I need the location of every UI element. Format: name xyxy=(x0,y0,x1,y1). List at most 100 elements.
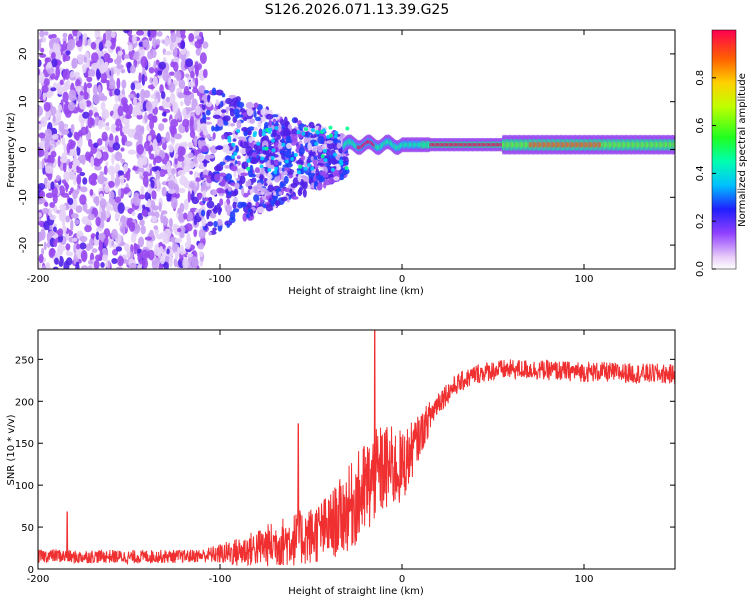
heatmap-blob xyxy=(149,144,153,152)
heatmap-blob xyxy=(120,147,125,152)
heatmap-blob xyxy=(86,82,93,89)
heatmap-blob xyxy=(233,151,238,156)
heatmap-blob xyxy=(195,77,199,87)
heatmap-blob xyxy=(245,101,254,109)
heatmap-blob xyxy=(173,61,179,72)
heatmap-blob xyxy=(38,132,46,139)
heatmap-blob xyxy=(265,203,273,212)
heatmap-blob xyxy=(99,198,107,209)
heatmap-blob xyxy=(80,250,88,262)
heatmap-blob xyxy=(198,31,204,38)
heatmap-blob xyxy=(49,91,54,97)
heatmap-blob xyxy=(206,133,211,140)
heatmap-blob xyxy=(115,266,123,269)
heatmap-blob xyxy=(168,144,174,153)
heatmap-blob xyxy=(284,187,290,193)
heatmap-blob xyxy=(69,142,75,150)
heatmap-blob xyxy=(229,107,234,113)
heatmap-blob xyxy=(333,176,340,181)
heatmap-blob xyxy=(67,101,76,112)
heatmap-blob xyxy=(65,183,70,190)
heatmap-blob xyxy=(225,106,229,114)
heatmap-blob xyxy=(186,232,191,243)
heatmap-blob xyxy=(110,198,115,207)
heatmap-blob xyxy=(175,36,182,44)
heatmap-blob xyxy=(290,133,298,142)
heatmap-blob xyxy=(302,188,307,198)
heatmap-blob xyxy=(158,263,164,269)
heatmap-blob xyxy=(315,130,320,135)
heatmap-blob xyxy=(217,223,223,232)
heatmap-blob xyxy=(38,146,42,155)
heatmap-blob xyxy=(54,37,61,44)
heatmap-blob xyxy=(219,161,226,166)
heatmap-blob xyxy=(102,32,107,45)
heatmap-blob xyxy=(87,260,94,265)
heatmap-blob xyxy=(50,87,57,92)
heatmap-blob xyxy=(111,240,115,247)
heatmap-blob xyxy=(88,174,96,185)
heatmap-blob xyxy=(258,171,266,175)
heatmap-blob xyxy=(263,177,269,187)
heatmap-blob xyxy=(308,121,315,129)
heatmap-blob xyxy=(38,123,42,131)
heatmap-blob xyxy=(194,65,199,76)
heatmap-blob xyxy=(101,210,107,221)
heatmap-blob xyxy=(85,209,94,215)
heatmap-blob xyxy=(296,130,301,135)
heatmap-blob xyxy=(120,132,125,137)
heatmap-blob xyxy=(55,109,62,120)
heatmap-blob xyxy=(268,127,273,132)
heatmap-blob xyxy=(268,119,272,128)
heatmap-blob xyxy=(73,243,77,255)
heatmap-blob xyxy=(79,99,87,110)
heatmap-blob xyxy=(90,52,99,63)
heatmap-blob xyxy=(85,125,89,135)
heatmap-blob xyxy=(312,159,318,165)
heatmap-blob xyxy=(195,177,202,182)
heatmap-blob xyxy=(177,91,184,99)
heatmap-blob xyxy=(215,145,224,150)
heatmap-blob xyxy=(320,154,325,159)
heatmap-blob xyxy=(97,174,105,185)
heatmap-blob xyxy=(218,172,227,177)
heatmap-blob xyxy=(232,108,240,115)
heatmap-blob xyxy=(229,211,236,220)
heatmap-blob xyxy=(200,209,206,217)
heatmap-blob xyxy=(114,151,123,162)
heatmap-blob xyxy=(206,200,215,209)
heatmap-blob xyxy=(283,116,288,125)
heatmap-blob xyxy=(93,142,99,149)
heatmap-blob xyxy=(111,31,116,39)
heatmap-blob xyxy=(279,150,287,154)
heatmap-blob xyxy=(168,82,176,93)
heatmap-blob xyxy=(128,103,133,115)
heatmap-blob xyxy=(344,166,349,171)
heatmap-blob xyxy=(202,41,209,49)
heatmap-blob xyxy=(176,246,181,255)
heatmap-blob xyxy=(108,190,115,201)
heatmap-blob xyxy=(271,148,276,153)
heatmap-blob xyxy=(254,167,260,174)
heatmap-blob xyxy=(187,141,194,149)
heatmap-blob xyxy=(199,251,204,258)
heatmap-blob xyxy=(174,158,178,165)
heatmap-blob xyxy=(44,149,49,160)
heatmap-blob xyxy=(143,171,149,178)
heatmap-blob xyxy=(114,88,121,96)
heatmap-blob xyxy=(205,116,211,120)
heatmap-blob xyxy=(315,168,320,177)
heatmap-blob xyxy=(49,225,53,231)
heatmap-blob xyxy=(257,110,261,115)
heatmap-blob xyxy=(192,87,199,94)
heatmap-blob xyxy=(119,173,125,186)
heatmap-blob xyxy=(164,36,170,47)
heatmap-blob xyxy=(323,181,327,189)
heatmap-blob xyxy=(224,204,233,214)
heatmap-blob xyxy=(191,256,199,268)
heatmap-blob xyxy=(249,173,257,178)
heatmap-blob xyxy=(296,170,301,175)
heatmap-blob xyxy=(49,214,57,221)
heatmap-blob xyxy=(141,258,149,269)
heatmap-blob xyxy=(82,91,89,100)
